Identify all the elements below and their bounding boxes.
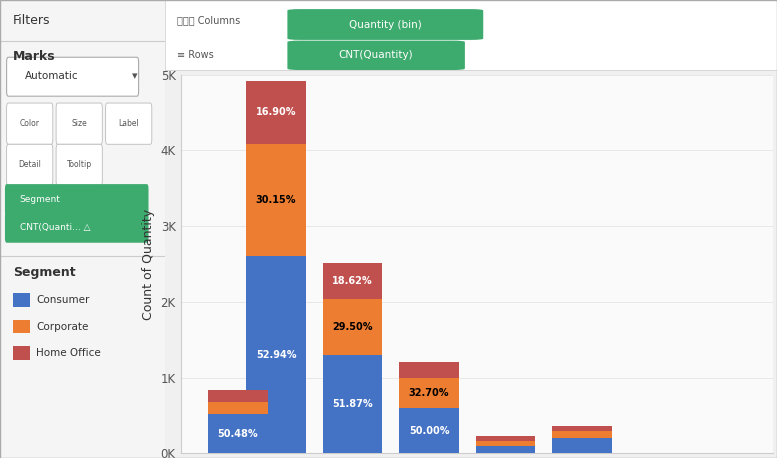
Text: Corporate: Corporate <box>37 322 89 332</box>
Bar <box>208 402 267 414</box>
FancyBboxPatch shape <box>287 41 465 70</box>
Text: 50.00%: 50.00% <box>409 425 449 436</box>
Bar <box>246 256 305 453</box>
Text: 16.90%: 16.90% <box>256 108 296 117</box>
Text: 29.50%: 29.50% <box>333 322 373 332</box>
Bar <box>399 408 458 453</box>
FancyBboxPatch shape <box>13 346 30 360</box>
Bar <box>323 355 382 453</box>
Text: Label: Label <box>118 119 139 128</box>
Text: CNT(Quanti... △: CNT(Quanti... △ <box>19 223 90 232</box>
Text: 52.94%: 52.94% <box>256 350 296 360</box>
Bar <box>399 362 458 378</box>
Bar <box>246 81 305 144</box>
Text: Detail: Detail <box>19 160 41 169</box>
Text: 30.15%: 30.15% <box>256 196 296 205</box>
FancyBboxPatch shape <box>287 9 483 40</box>
FancyBboxPatch shape <box>6 144 53 185</box>
Text: Segment: Segment <box>19 195 61 204</box>
Bar <box>476 436 535 441</box>
Bar <box>323 299 382 355</box>
Text: ▾: ▾ <box>132 71 138 81</box>
FancyBboxPatch shape <box>5 184 148 215</box>
Text: CNT(Quantity): CNT(Quantity) <box>339 50 413 60</box>
Text: Segment: Segment <box>13 266 76 278</box>
Text: Home Office: Home Office <box>37 348 101 358</box>
Text: Marks: Marks <box>13 50 56 63</box>
Text: Quantity (bin): Quantity (bin) <box>349 20 422 29</box>
Text: 51.87%: 51.87% <box>333 399 373 409</box>
Bar <box>399 378 458 408</box>
Text: Color: Color <box>19 119 40 128</box>
FancyBboxPatch shape <box>6 57 138 96</box>
Text: Consumer: Consumer <box>37 295 89 305</box>
Bar <box>208 390 267 402</box>
Bar <box>552 438 611 453</box>
FancyBboxPatch shape <box>56 103 103 144</box>
Text: 32.70%: 32.70% <box>409 388 449 398</box>
Text: Size: Size <box>71 119 87 128</box>
Bar <box>552 431 611 438</box>
FancyBboxPatch shape <box>13 293 30 307</box>
Bar <box>476 441 535 446</box>
Bar <box>208 414 267 453</box>
Bar <box>476 446 535 453</box>
Text: ≡ Rows: ≡ Rows <box>177 50 214 60</box>
Y-axis label: Count of Quantity: Count of Quantity <box>142 208 155 320</box>
FancyBboxPatch shape <box>5 212 148 243</box>
FancyBboxPatch shape <box>6 103 53 144</box>
Text: ⦿⦿⦿ Columns: ⦿⦿⦿ Columns <box>177 16 241 25</box>
FancyBboxPatch shape <box>106 103 152 144</box>
Bar <box>246 144 305 256</box>
FancyBboxPatch shape <box>56 144 103 185</box>
FancyBboxPatch shape <box>13 320 30 333</box>
Text: Filters: Filters <box>13 14 51 27</box>
Bar <box>323 263 382 299</box>
Text: Automatic: Automatic <box>25 71 78 81</box>
Text: 18.62%: 18.62% <box>333 276 373 286</box>
Text: 50.48%: 50.48% <box>218 429 258 439</box>
Text: Tooltip: Tooltip <box>67 160 92 169</box>
Bar <box>552 426 611 431</box>
